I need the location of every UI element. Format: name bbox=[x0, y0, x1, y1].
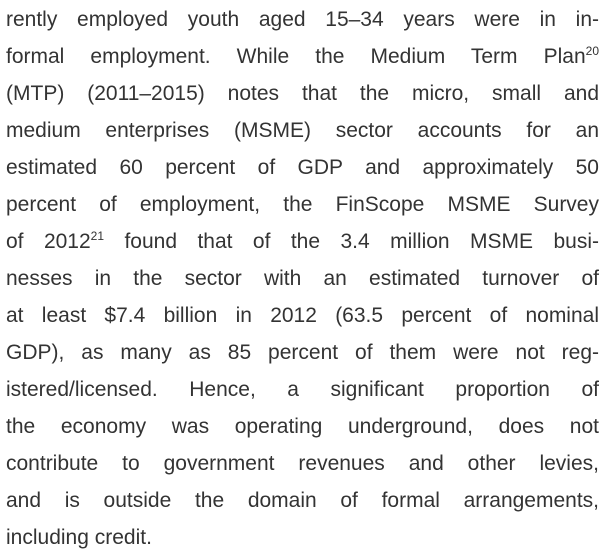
text-line: GDP), as many as 85 percent of them were… bbox=[6, 334, 599, 371]
text: the economy was operating underground, d… bbox=[6, 415, 599, 438]
text: nesses in the sector with an estimated t… bbox=[6, 267, 599, 290]
text: estimated 60 percent of GDP and approxim… bbox=[6, 156, 599, 179]
text-line: at least $7.4 billion in 2012 (63.5 perc… bbox=[6, 297, 599, 334]
text-line: rently employed youth aged 15–34 years w… bbox=[6, 1, 599, 38]
text: contribute to government revenues and ot… bbox=[6, 452, 599, 475]
text-line: nesses in the sector with an estimated t… bbox=[6, 260, 599, 297]
text: GDP), as many as 85 percent of them were… bbox=[6, 341, 599, 364]
text: medium enterprises (MSME) sector account… bbox=[6, 119, 599, 142]
text: and is outside the domain of formal arra… bbox=[6, 489, 599, 512]
text-line: formal employment. While the Medium Term… bbox=[6, 38, 599, 75]
text: of 2012 bbox=[6, 230, 91, 253]
text: (MTP) (2011–2015) notes that the micro, … bbox=[6, 82, 599, 105]
text: found that of the 3.4 million MSME busi- bbox=[104, 230, 599, 253]
text: rently employed youth aged 15–34 years w… bbox=[6, 8, 599, 31]
text: percent of employment, the FinScope MSME… bbox=[6, 193, 599, 216]
text-line: percent of employment, the FinScope MSME… bbox=[6, 186, 599, 223]
footnote-ref: 20 bbox=[585, 44, 599, 58]
text-line: including credit. bbox=[6, 519, 599, 556]
text-line: estimated 60 percent of GDP and approxim… bbox=[6, 149, 599, 186]
footnote-ref: 21 bbox=[90, 229, 105, 243]
text: at least $7.4 billion in 2012 (63.5 perc… bbox=[6, 304, 599, 327]
text: istered/licensed. Hence, a significant p… bbox=[6, 378, 599, 401]
text-line: of 201221 found that of the 3.4 million … bbox=[6, 223, 599, 260]
text-line: istered/licensed. Hence, a significant p… bbox=[6, 371, 599, 408]
text: formal employment. While the Medium Term… bbox=[6, 45, 586, 68]
text-line: the economy was operating underground, d… bbox=[6, 408, 599, 445]
text-line: medium enterprises (MSME) sector account… bbox=[6, 112, 599, 149]
text-line: contribute to government revenues and ot… bbox=[6, 445, 599, 482]
text-line: and is outside the domain of formal arra… bbox=[6, 482, 599, 519]
text: including credit. bbox=[6, 526, 152, 549]
text-line: (MTP) (2011–2015) notes that the micro, … bbox=[6, 75, 599, 112]
